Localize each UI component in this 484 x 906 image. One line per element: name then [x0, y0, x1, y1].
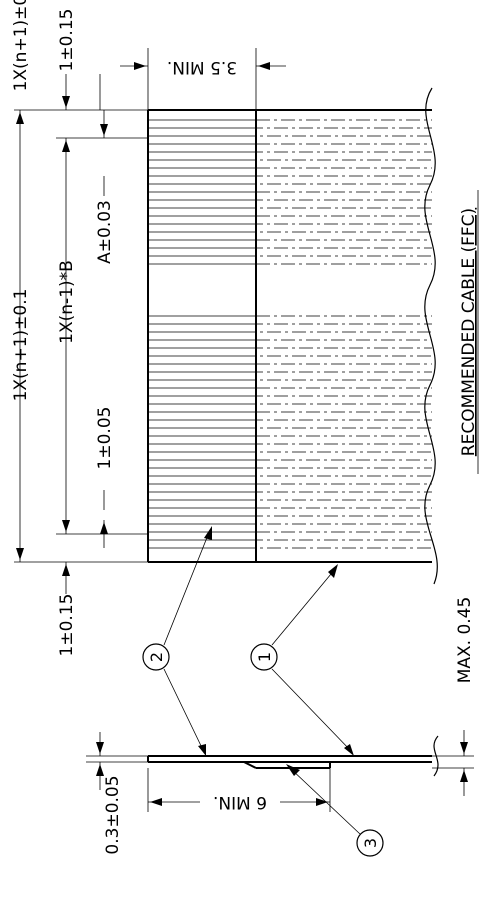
max-thickness-label: MAX. 0.45 [455, 597, 475, 684]
margin-bottom-label: 1±0.15 [57, 594, 77, 657]
margin-top-label: 1±0.15 [57, 9, 77, 72]
conductor-group-upper [148, 119, 432, 265]
conductor-width-label: A±0.03 [95, 200, 115, 264]
callout-1: 1 [255, 652, 274, 662]
left-dimensions [14, 74, 148, 594]
callout-1-circle [250, 643, 278, 671]
conductor-spacing-label: 1±0.05 [95, 407, 115, 470]
callout-2: 2 [147, 652, 166, 662]
cable-side-view [86, 730, 474, 812]
callout-3-circle [356, 829, 384, 857]
conductor-group-lower [148, 315, 432, 549]
stiffener-length-label: 6 MIN. [213, 792, 267, 812]
callout-3: 3 [361, 838, 380, 848]
contact-thickness-label: 0.3±0.05 [103, 775, 123, 854]
break-line [424, 87, 438, 585]
top-partial-label: 1X(n+1)±0.1 [11, 0, 31, 91]
cable-top-view [147, 87, 438, 585]
callout-2-circle [142, 643, 170, 671]
overall-width-label: 1X(n+1)±0.1 [11, 289, 31, 402]
drawing-title: RECOMMENDED CABLE (FFC) [459, 208, 479, 456]
pitch-span-label: 1X(n-1)*B [57, 260, 77, 344]
strip-length-label: 3.5 MIN. [167, 57, 237, 77]
strip-length-dim [120, 48, 286, 110]
